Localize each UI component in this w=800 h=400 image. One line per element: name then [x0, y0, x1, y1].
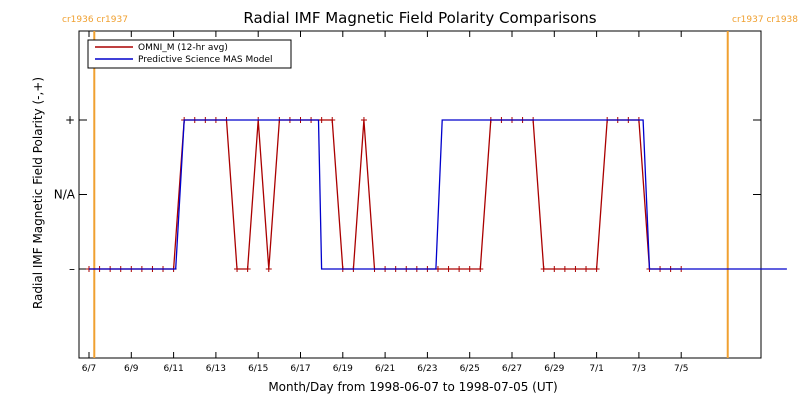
data-series	[86, 117, 787, 272]
data-point-marker	[466, 266, 473, 272]
data-point-marker	[561, 266, 568, 272]
chart-title: Radial IMF Magnetic Field Polarity Compa…	[243, 9, 596, 27]
x-tick-label: 7/5	[674, 364, 688, 374]
data-point-marker	[551, 266, 558, 272]
x-tick-label: 6/15	[248, 364, 268, 374]
y-tick-label: –	[69, 262, 75, 276]
x-tick-label: 6/9	[124, 364, 139, 374]
data-point-marker	[265, 266, 272, 272]
x-axis-ticks: 6/7 6/9 6/11 6/13 6/15 6/17 6/19 6/21 6/23 6/25 6/…	[82, 31, 688, 374]
carrington-rotation-markers: cr1936 cr1937 cr1937 cr1938	[62, 15, 798, 358]
x-tick-label: 6/27	[502, 364, 522, 374]
x-tick-label: 6/13	[206, 364, 226, 374]
data-point-marker	[360, 117, 367, 123]
legend-label-omni: OMNI_M (12-hr avg)	[138, 43, 228, 53]
data-point-marker	[244, 266, 251, 272]
legend-box	[87, 39, 292, 69]
legend-label-mas: Predictive Science MAS Model	[138, 55, 273, 65]
data-point-marker	[318, 117, 325, 123]
carrington-marker-label: cr1937 cr1938	[732, 15, 798, 25]
series-line-omni	[89, 119, 682, 270]
x-tick-label: 6/21	[375, 364, 395, 374]
data-point-marker	[456, 266, 463, 272]
y-tick-label: N/A	[54, 188, 76, 202]
y-tick-label: +	[65, 113, 75, 127]
data-point-marker	[234, 266, 241, 272]
data-point-marker	[572, 266, 579, 272]
x-tick-label: 6/23	[417, 364, 437, 374]
data-point-marker	[583, 266, 590, 272]
y-axis-ticks: + N/A –	[54, 113, 761, 276]
data-point-marker	[445, 266, 452, 272]
x-tick-label: 7/3	[632, 364, 646, 374]
x-tick-label: 7/1	[589, 364, 603, 374]
plot-area-frame	[78, 30, 762, 359]
series-line-mas	[89, 119, 787, 270]
legend: OMNI_M (12-hr avg) Predictive Science MA…	[87, 39, 292, 69]
carrington-marker-label: cr1936 cr1937	[62, 15, 128, 25]
x-tick-label: 6/29	[544, 364, 564, 374]
x-tick-label: 6/7	[82, 364, 96, 374]
data-point-marker	[477, 266, 484, 272]
data-point-marker	[329, 117, 336, 123]
x-tick-label: 6/11	[163, 364, 183, 374]
x-tick-label: 6/17	[290, 364, 310, 374]
data-point-marker	[593, 266, 600, 272]
x-tick-label: 6/19	[333, 364, 353, 374]
data-point-marker	[540, 266, 547, 272]
x-axis-label: Month/Day from 1998-06-07 to 1998-07-05 …	[268, 380, 557, 394]
x-tick-label: 6/25	[460, 364, 480, 374]
y-axis-label: Radial IMF Magnetic Field Polarity (-,+)	[31, 77, 45, 309]
